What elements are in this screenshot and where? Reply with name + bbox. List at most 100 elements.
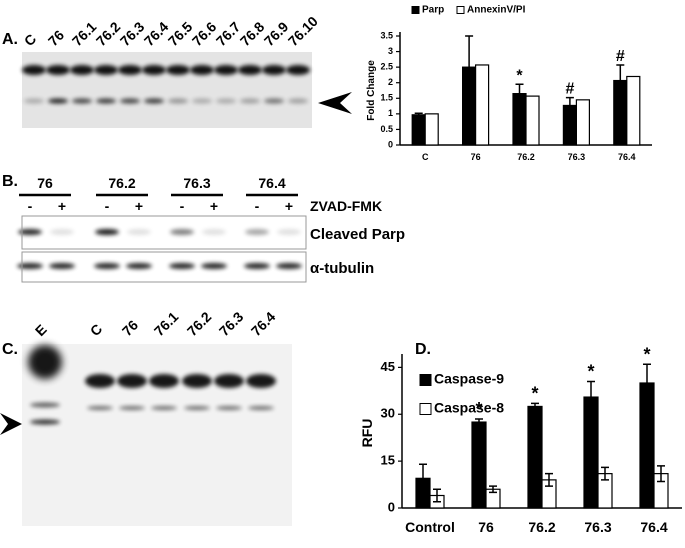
lane-label: 76.6 <box>189 18 220 49</box>
error-bar <box>616 64 625 81</box>
sign-label: - <box>255 198 260 214</box>
significance-marker: * <box>643 344 650 364</box>
legend-swatch <box>411 6 420 14</box>
blot-band <box>149 374 179 388</box>
blot-band <box>46 65 70 75</box>
blot-band <box>49 263 75 269</box>
blot-background <box>22 52 312 128</box>
blot-band <box>94 65 118 75</box>
blot-band <box>94 263 120 269</box>
blot-band <box>201 263 227 269</box>
error-bar <box>657 465 665 483</box>
blot-band <box>22 65 46 75</box>
blot-band <box>126 263 152 269</box>
lane-label: 76.1 <box>151 308 182 339</box>
legend-label: Caspase-9 <box>434 371 504 387</box>
lane-label: 76 <box>119 317 141 339</box>
group-label: 76.3 <box>183 175 210 191</box>
blot-band <box>216 98 236 104</box>
x-tick-label: 76.2 <box>528 519 555 535</box>
y-tick-label: 3.5 <box>380 30 393 40</box>
x-tick-label: 76.3 <box>584 519 611 535</box>
lane-label: C <box>87 321 105 339</box>
bar <box>475 64 490 146</box>
blot-band <box>214 65 238 75</box>
blot-band <box>119 406 145 410</box>
y-tick-label: 45 <box>381 359 395 374</box>
blot-band <box>248 406 274 410</box>
error-bar <box>475 418 483 423</box>
x-tick-label: 76 <box>478 519 494 535</box>
group-label: 76.2 <box>108 175 135 191</box>
error-bar <box>489 485 497 494</box>
y-tick-label: 0.5 <box>380 124 393 134</box>
y-tick-label: 30 <box>381 406 395 421</box>
error-bar <box>587 380 595 398</box>
blot-band <box>85 374 115 388</box>
blot-background <box>22 344 292 526</box>
blot-band <box>170 229 194 235</box>
lane-label: 76.1 <box>69 18 100 49</box>
panel-label: D. <box>415 341 431 358</box>
lane-label: 76 <box>45 27 67 49</box>
blot-band <box>168 98 188 104</box>
arrowhead <box>318 92 352 114</box>
y-tick-label: 2.5 <box>380 62 393 72</box>
blot-band <box>127 229 151 235</box>
blot-band <box>24 98 44 104</box>
blot-band <box>17 263 43 269</box>
blot-band <box>245 229 269 235</box>
treatment-label: ZVAD-FMK <box>310 198 382 214</box>
error-bar <box>414 112 423 115</box>
bar <box>562 104 578 146</box>
significance-marker: * <box>531 383 538 403</box>
blot-band <box>28 345 62 379</box>
x-tick-label: Control <box>405 519 455 535</box>
bar <box>512 93 527 146</box>
bar <box>525 95 540 146</box>
lane-label: 76.8 <box>237 18 268 49</box>
legend-label: Parp <box>422 5 444 16</box>
blot-band <box>214 374 244 388</box>
legend-swatch <box>419 403 432 415</box>
blot-band <box>286 65 310 75</box>
blot-band <box>120 98 140 104</box>
significance-marker: # <box>565 81 574 98</box>
bar <box>462 66 477 146</box>
blot-band <box>87 406 113 410</box>
panel-label: A. <box>2 31 18 48</box>
legend-swatch <box>419 374 432 386</box>
significance-marker: # <box>616 48 625 65</box>
blot-band <box>190 65 214 75</box>
x-tick-label: 76 <box>471 152 481 162</box>
blot-band <box>169 263 195 269</box>
bar <box>415 477 431 509</box>
x-tick-label: 76.3 <box>568 152 586 162</box>
blot-band <box>30 402 60 408</box>
blot-band <box>144 98 164 104</box>
blot-band <box>72 98 92 104</box>
bar <box>471 421 487 509</box>
y-tick-label: 1.5 <box>380 93 393 103</box>
error-bar <box>515 83 524 94</box>
blot-band <box>246 374 276 388</box>
y-axis-label: Fold Change <box>366 60 377 121</box>
blot-band <box>96 98 116 104</box>
bar <box>575 99 591 146</box>
bar <box>527 405 543 509</box>
x-tick-label: 76.2 <box>517 152 535 162</box>
sign-label: + <box>210 198 218 214</box>
group-label: 76.4 <box>258 175 285 191</box>
y-tick-label: 0 <box>388 139 393 149</box>
blot-band <box>244 263 270 269</box>
significance-marker: * <box>587 361 594 381</box>
bar <box>639 382 655 509</box>
group-label: 76 <box>37 175 53 191</box>
y-tick-label: 15 <box>381 453 395 468</box>
lane-label: 76.7 <box>213 18 244 49</box>
lane-label: 76.5 <box>165 18 196 49</box>
error-bar <box>433 488 441 503</box>
blot-band <box>288 98 308 104</box>
lane-label: 76.2 <box>184 308 215 339</box>
